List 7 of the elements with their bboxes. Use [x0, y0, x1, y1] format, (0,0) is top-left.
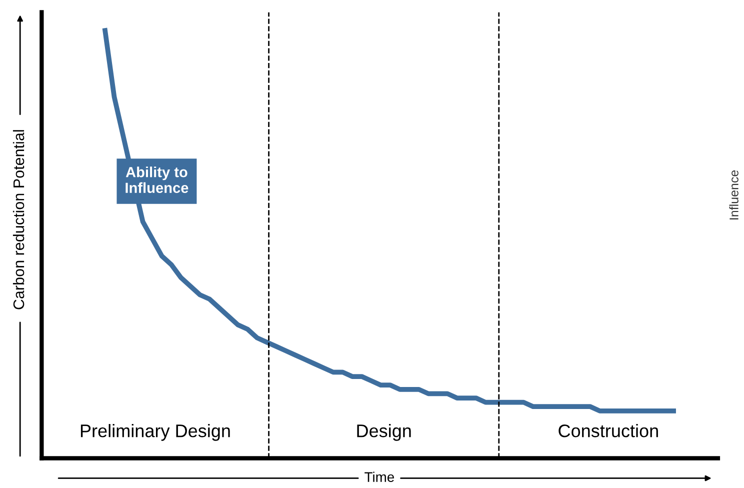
x-axis-title: Time [364, 472, 394, 482]
annotation: Design [357, 424, 411, 441]
annotation: Preliminary Design [80, 424, 230, 441]
series-label: Ability to Influence [126, 166, 188, 194]
annotation: Construction [558, 424, 658, 438]
text: Influence [729, 170, 738, 220]
y-axis-title: Carbon reduction Potential [12, 130, 24, 310]
